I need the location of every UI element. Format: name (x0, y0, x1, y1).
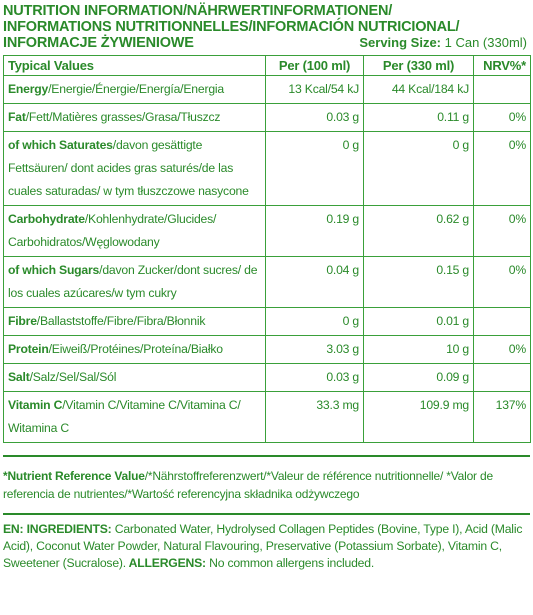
footnote: *Nutrient Reference Value/*Nährstoffrefe… (3, 467, 529, 503)
nutrient-translations: /Vitamin C/Vitamine C/Vitamina C/ Witami… (8, 398, 241, 435)
nutrient-translations: /davon Zucker/dont sucres/ de los cuales… (8, 263, 258, 300)
value-per330: 44 Kcal/184 kJ (363, 75, 474, 104)
ingredients: EN: INGREDIENTS: Carbonated Water, Hydro… (3, 521, 529, 572)
value-per100: 33.3 mg (265, 391, 364, 443)
table-row: Energy/Energie/Énergie/Energía/Energia 13… (3, 75, 531, 104)
value-per100: 13 Kcal/54 kJ (265, 75, 364, 104)
nutrient-translations: /Ballaststoffe/Fibre/Fibra/Błonnik (36, 314, 206, 328)
header-row: Typical Values Per (100 ml) Per (330 ml)… (3, 55, 531, 76)
value-nrv (473, 363, 531, 392)
value-per100: 0 g (265, 307, 364, 336)
nutrient-name-cell: Carbohydrate/Kohlenhydrate/Glucides/ Car… (3, 205, 266, 257)
divider (3, 455, 530, 457)
nutrient-name: Fibre (8, 314, 37, 328)
header-per330: Per (330 ml) (363, 55, 474, 76)
nutrient-name: Energy (8, 82, 49, 96)
nutrient-name-cell: of which Saturates/davon gesättigte Fett… (3, 131, 266, 206)
value-nrv: 137% (473, 391, 531, 443)
serving-label: Serving Size: (359, 35, 441, 50)
serving-size: Serving Size: 1 Can (330ml) (359, 35, 529, 50)
title-line-1: NUTRITION INFORMATION/NÄHRWERTINFORMATIO… (3, 3, 393, 19)
table-row: Fibre/Ballaststoffe/Fibre/Fibra/Błonnik 0… (3, 307, 531, 336)
value-per330: 0 g (363, 131, 474, 206)
nutrient-translations: /Eiweiß/Protéines/Proteína/Białko (48, 342, 223, 356)
nutrient-name: Fat (8, 110, 26, 124)
table-row: Vitamin C/Vitamin C/Vitamine C/Vitamina … (3, 391, 531, 443)
value-per100: 0.03 g (265, 103, 364, 132)
value-per330: 0.01 g (363, 307, 474, 336)
nutrient-name-cell: Fat/Fett/Matières grasses/Grasa/Tłuszcz (3, 103, 266, 132)
nutrient-translations: /Energie/Énergie/Energía/Energia (48, 82, 224, 96)
title-line-3: INFORMACJE ŻYWIENIOWE (3, 35, 194, 51)
header-per100: Per (100 ml) (265, 55, 364, 76)
table-row: Salt/Salz/Sel/Sal/Sól 0.03 g 0.09 g (3, 363, 531, 392)
table-row: Fat/Fett/Matières grasses/Grasa/Tłuszcz 0… (3, 103, 531, 132)
nutrient-name-cell: Salt/Salz/Sel/Sal/Sól (3, 363, 266, 392)
footnote-bold: *Nutrient Reference Value (3, 469, 145, 483)
nutrient-translations: /Kohlenhydrate/Glucides/ Carbohidratos/W… (8, 212, 217, 249)
value-per100: 0 g (265, 131, 364, 206)
table-row: of which Sugars/davon Zucker/dont sucres… (3, 256, 531, 308)
nutrient-name: Protein (8, 342, 49, 356)
nutrient-name: Vitamin C (8, 398, 63, 412)
value-per330: 0.62 g (363, 205, 474, 257)
footnote-text: /*Nährstoffreferenzwert/*Valeur de référ… (3, 469, 493, 501)
value-nrv: 0% (473, 131, 531, 206)
nutrient-name-cell: of which Sugars/davon Zucker/dont sucres… (3, 256, 266, 308)
serving-value: 1 Can (330ml) (444, 35, 527, 50)
nutrient-translations: /Fett/Matières grasses/Grasa/Tłuszcz (25, 110, 221, 124)
value-per100: 3.03 g (265, 335, 364, 364)
value-per330: 0.11 g (363, 103, 474, 132)
value-nrv: 0% (473, 256, 531, 308)
value-per100: 0.19 g (265, 205, 364, 257)
allergens-label: ALLERGENS: (125, 556, 206, 570)
nutrient-name: Salt (8, 370, 30, 384)
value-per100: 0.04 g (265, 256, 364, 308)
value-nrv (473, 307, 531, 336)
value-nrv: 0% (473, 335, 531, 364)
table-row: Protein/Eiweiß/Protéines/Proteína/Białko… (3, 335, 531, 364)
value-nrv: 0% (473, 205, 531, 257)
ingredients-text: Carbonated Water, Hydrolysed Collagen Pe… (3, 522, 523, 570)
value-nrv: 0% (473, 103, 531, 132)
value-per330: 0.15 g (363, 256, 474, 308)
value-per100: 0.03 g (265, 363, 364, 392)
title-row-3: INFORMACJE ŻYWIENIOWE Serving Size: 1 Ca… (3, 35, 529, 51)
value-per330: 10 g (363, 335, 474, 364)
nutrient-translations: /davon gesättigte Fettsäuren/ dont acide… (8, 138, 249, 198)
header-nrv: NRV%* (473, 55, 531, 76)
divider-2 (3, 513, 530, 515)
nutrient-name: of which Sugars (8, 263, 100, 277)
nutrient-name: of which Saturates (8, 138, 113, 152)
header-typical: Typical Values (3, 55, 266, 76)
table-row: Carbohydrate/Kohlenhydrate/Glucides/ Car… (3, 205, 531, 257)
nutrient-name-cell: Fibre/Ballaststoffe/Fibre/Fibra/Błonnik (3, 307, 266, 336)
nutrition-table: Typical Values Per (100 ml) Per (330 ml)… (3, 55, 531, 443)
table-row: of which Saturates/davon gesättigte Fett… (3, 131, 531, 206)
nutrient-name-cell: Protein/Eiweiß/Protéines/Proteína/Białko (3, 335, 266, 364)
allergens-text: No common allergens included. (205, 556, 375, 570)
value-per330: 109.9 mg (363, 391, 474, 443)
nutrient-name: Carbohydrate (8, 212, 85, 226)
nutrient-name-cell: Vitamin C/Vitamin C/Vitamine C/Vitamina … (3, 391, 266, 443)
nutrient-name-cell: Energy/Energie/Énergie/Energía/Energia (3, 75, 266, 104)
title-line-2: INFORMATIONS NUTRITIONNELLES/INFORMACIÓN… (3, 19, 460, 35)
value-per330: 0.09 g (363, 363, 474, 392)
nutrient-translations: /Salz/Sel/Sal/Sól (29, 370, 117, 384)
value-nrv (473, 75, 531, 104)
ingredients-label: EN: INGREDIENTS: (3, 522, 112, 536)
